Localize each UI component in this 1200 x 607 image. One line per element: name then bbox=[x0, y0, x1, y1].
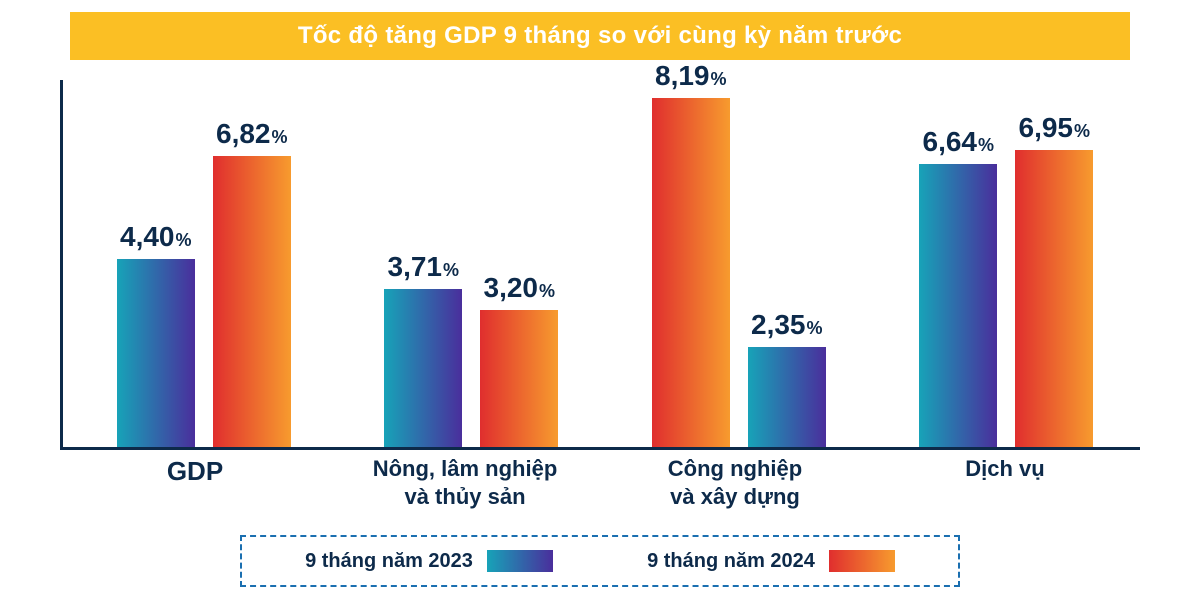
bar-value-label: 6,95% bbox=[1018, 112, 1090, 144]
percent-sign: % bbox=[1074, 121, 1090, 141]
bar: 4,40% bbox=[117, 259, 195, 447]
bar: 8,19% bbox=[652, 98, 730, 448]
category-label: Nông, lâm nghiệpvà thủy sản bbox=[340, 455, 590, 510]
chart-title: Tốc độ tăng GDP 9 tháng so với cùng kỳ n… bbox=[70, 12, 1130, 60]
x-axis bbox=[60, 447, 1140, 450]
bar-value-label: 6,82% bbox=[216, 118, 288, 150]
bar: 6,95% bbox=[1015, 150, 1093, 447]
percent-sign: % bbox=[710, 69, 726, 89]
category-label: GDP bbox=[70, 455, 320, 510]
bar: 6,64% bbox=[919, 164, 997, 447]
percent-sign: % bbox=[271, 127, 287, 147]
bar-value-number: 6,64 bbox=[922, 126, 977, 157]
bar-group: 6,64%6,95% bbox=[919, 150, 1093, 447]
category-label: Dịch vụ bbox=[880, 455, 1130, 510]
bar-value-number: 4,40 bbox=[120, 221, 175, 252]
legend: 9 tháng năm 2023 9 tháng năm 2024 bbox=[240, 535, 960, 587]
bar: 6,82% bbox=[213, 156, 291, 447]
bar: 3,71% bbox=[384, 289, 462, 447]
chart-plot-area: 4,40%6,82%3,71%3,20%8,19%2,35%6,64%6,95% bbox=[60, 80, 1140, 450]
bar-value-label: 4,40% bbox=[120, 221, 192, 253]
bar-value-label: 2,35% bbox=[751, 309, 823, 341]
percent-sign: % bbox=[443, 260, 459, 280]
bar-value-label: 3,20% bbox=[483, 272, 555, 304]
percent-sign: % bbox=[175, 230, 191, 250]
bar-value-number: 8,19 bbox=[655, 60, 710, 91]
legend-label: 9 tháng năm 2023 bbox=[305, 550, 473, 573]
legend-swatch bbox=[487, 550, 553, 572]
bar-value-label: 6,64% bbox=[922, 126, 994, 158]
bar-value-number: 3,20 bbox=[483, 272, 538, 303]
category-labels: GDP Nông, lâm nghiệpvà thủy sản Công nghiệ… bbox=[60, 455, 1140, 510]
bar-value-number: 2,35 bbox=[751, 309, 806, 340]
bar: 3,20% bbox=[480, 310, 558, 447]
bar-group: 8,19%2,35% bbox=[652, 98, 826, 448]
legend-item: 9 tháng năm 2023 bbox=[305, 550, 553, 573]
y-axis bbox=[60, 80, 63, 450]
percent-sign: % bbox=[978, 135, 994, 155]
legend-swatch bbox=[829, 550, 895, 572]
category-label: Công nghiệpvà xây dựng bbox=[610, 455, 860, 510]
bar-value-number: 6,82 bbox=[216, 118, 271, 149]
bar-value-number: 3,71 bbox=[387, 251, 442, 282]
bar-group: 4,40%6,82% bbox=[117, 156, 291, 447]
percent-sign: % bbox=[806, 318, 822, 338]
bar-value-label: 8,19% bbox=[655, 60, 727, 92]
bar: 2,35% bbox=[748, 347, 826, 447]
bar-groups: 4,40%6,82%3,71%3,20%8,19%2,35%6,64%6,95% bbox=[70, 80, 1140, 447]
bar-group: 3,71%3,20% bbox=[384, 289, 558, 447]
bar-value-number: 6,95 bbox=[1018, 112, 1073, 143]
bar-value-label: 3,71% bbox=[387, 251, 459, 283]
percent-sign: % bbox=[539, 281, 555, 301]
legend-label: 9 tháng năm 2024 bbox=[647, 550, 815, 573]
legend-item: 9 tháng năm 2024 bbox=[647, 550, 895, 573]
